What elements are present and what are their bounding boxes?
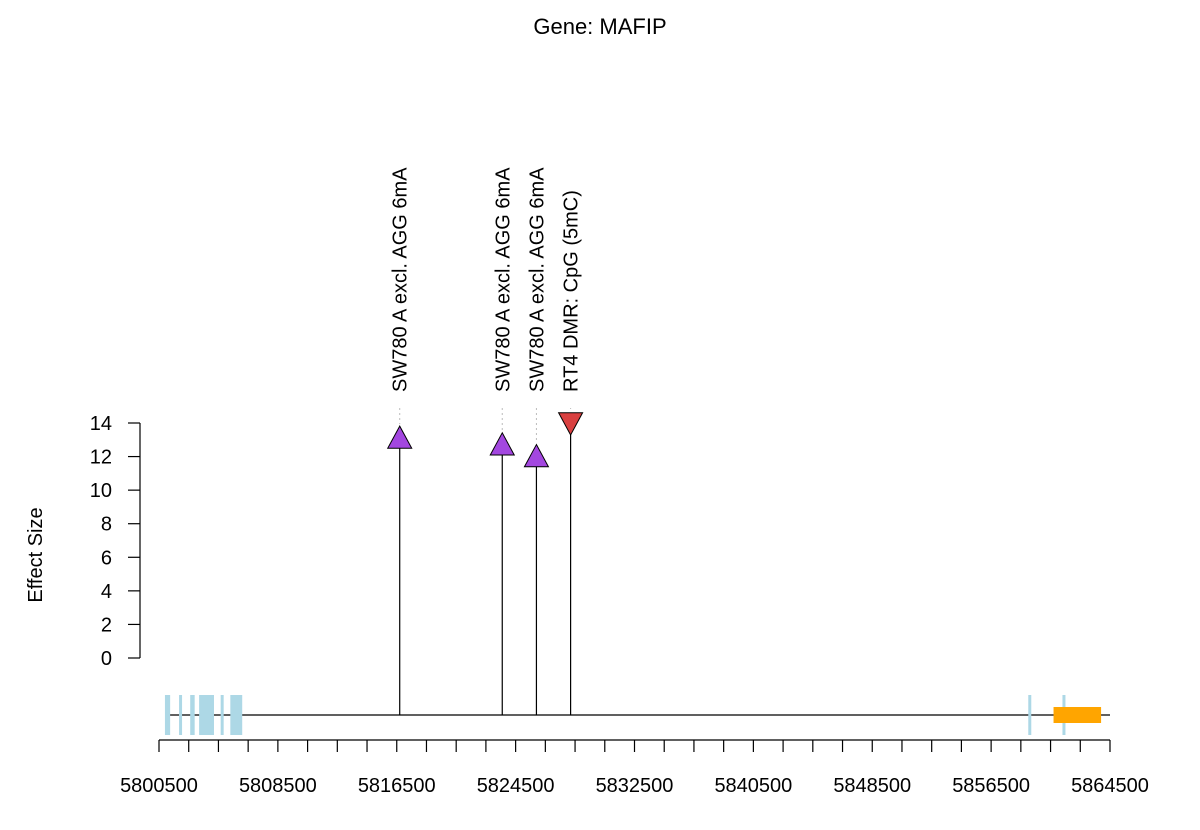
y-tick-label: 2 — [101, 614, 112, 636]
y-tick-label: 8 — [101, 514, 112, 536]
variant-marker-up-triangle — [386, 425, 413, 449]
y-tick-label: 10 — [90, 480, 112, 502]
variant-label: SW780 A excl. AGG 6mA — [526, 167, 548, 392]
x-tick-label: 5864500 — [1071, 775, 1149, 797]
utr-block — [1053, 707, 1102, 723]
x-tick-label: 5808500 — [239, 775, 317, 797]
x-tick-label: 5848500 — [833, 775, 911, 797]
y-axis-label: Effect Size — [25, 507, 47, 602]
y-tick-label: 14 — [90, 413, 112, 435]
x-axis: 5800500 5808500 5816500 5824500 5832500 58405… — [120, 739, 1149, 797]
y-axis: 0 2 4 6 8 10 12 14 — [90, 413, 141, 670]
exon — [164, 695, 171, 735]
exon — [1028, 695, 1032, 735]
variant-marker-down-triangle — [557, 412, 584, 437]
exon — [179, 695, 183, 735]
chart-title: Gene: MAFIP — [533, 14, 666, 39]
variant-label: SW780 A excl. AGG 6mA — [390, 167, 412, 392]
variant-marker-up-triangle — [523, 443, 550, 468]
variant-label: SW780 A excl. AGG 6mA — [492, 167, 514, 392]
exon — [190, 695, 195, 735]
x-tick-label: 5816500 — [358, 775, 436, 797]
y-tick-label: 12 — [90, 447, 112, 469]
x-tick-label: 5824500 — [477, 775, 555, 797]
exon — [199, 695, 214, 735]
variant-markers: SW780 A excl. AGG 6mA SW780 A excl. AGG 6… — [386, 167, 584, 715]
variant-label: RT4 DMR: CpG (5mC) — [561, 190, 583, 392]
y-tick-label: 4 — [101, 581, 112, 603]
x-tick-label: 5856500 — [952, 775, 1030, 797]
exon — [220, 695, 224, 735]
x-tick-label: 5840500 — [714, 775, 792, 797]
x-tick-label: 5800500 — [120, 775, 198, 797]
x-tick-label: 5832500 — [596, 775, 674, 797]
gene-track — [164, 695, 1110, 735]
exon — [230, 695, 243, 735]
y-tick-label: 0 — [101, 648, 112, 670]
variant-marker-up-triangle — [489, 431, 516, 456]
y-tick-label: 6 — [101, 547, 112, 569]
